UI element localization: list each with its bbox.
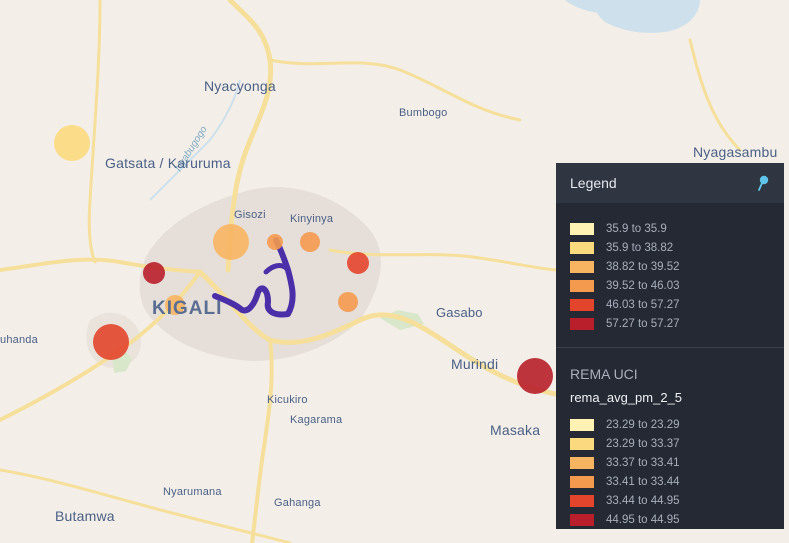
legend-item: 33.44 to 44.95	[570, 491, 770, 510]
data-point-circle[interactable]	[93, 324, 129, 360]
place-label-butamwa: Butamwa	[55, 508, 115, 524]
data-point-circle[interactable]	[300, 232, 320, 252]
road	[268, 58, 522, 122]
legend-field-name: rema_avg_pm_2_5	[570, 390, 683, 405]
place-label-kinyinya: Kinyinya	[290, 213, 334, 225]
legend-swatch	[570, 456, 594, 469]
legend-item-label: 23.29 to 33.37	[606, 437, 680, 450]
place-label-masaka: Masaka	[490, 422, 541, 438]
legend-item: 33.41 to 33.44	[570, 472, 770, 491]
place-label-kigali: KIGALI	[152, 298, 223, 319]
data-point-circle[interactable]	[267, 234, 283, 250]
urban-area	[139, 186, 381, 361]
place-label-kicukiro: Kicukiro	[267, 394, 308, 406]
place-label-ruhanda: uhanda	[0, 334, 38, 346]
legend-title: Legend	[570, 175, 617, 191]
river	[149, 79, 241, 201]
road	[87, 0, 102, 264]
measurement-track	[263, 263, 291, 275]
legend-item: 39.52 to 46.03	[570, 276, 770, 295]
legend-item-label: 44.95 to 44.95	[606, 513, 680, 526]
place-label-gisozi: Gisozi	[234, 209, 266, 221]
legend-item-label: 39.52 to 46.03	[606, 279, 680, 292]
legend-swatch	[570, 260, 594, 273]
legend-item-label: 33.44 to 44.95	[606, 494, 680, 507]
place-label-nyacyonga: Nyacyonga	[204, 78, 276, 94]
legend-header: Legend	[556, 163, 784, 203]
road	[250, 338, 274, 543]
legend-item-label: 38.82 to 39.52	[606, 260, 680, 273]
road	[688, 38, 742, 152]
legend-item: 46.03 to 57.27	[570, 295, 770, 314]
data-point-circle[interactable]	[143, 262, 165, 284]
legend-panel: Legend 35.9 to 35.9 35.9 to 38.82 38.82 to…	[556, 163, 784, 529]
road	[225, 0, 274, 273]
place-label-kagarama: Kagarama	[290, 414, 343, 426]
data-point-circle[interactable]	[347, 252, 369, 274]
place-label-bumbogo: Bumbogo	[399, 107, 448, 119]
data-point-circle[interactable]	[165, 295, 185, 315]
data-point-circle[interactable]	[338, 292, 358, 312]
legend-item: 44.95 to 44.95	[570, 510, 770, 529]
legend-swatch	[570, 317, 594, 330]
legend-divider	[556, 347, 784, 348]
data-point-circle[interactable]	[54, 125, 90, 161]
place-label-gahanga: Gahanga	[274, 497, 321, 509]
place-label-nyagasambu: Nyagasambu	[693, 144, 778, 160]
pin-icon[interactable]	[756, 175, 770, 191]
place-label-gasabo: Gasabo	[436, 305, 483, 320]
legend-swatch	[570, 418, 594, 431]
legend-swatch	[570, 279, 594, 292]
data-point-circle[interactable]	[517, 358, 553, 394]
legend-section-2: REMA UCI rema_avg_pm_2_5 23.29 to 23.29 2…	[556, 348, 784, 529]
legend-item: 33.37 to 33.41	[570, 453, 770, 472]
legend-swatch	[570, 241, 594, 254]
legend-item: 35.9 to 35.9	[570, 219, 770, 238]
lake-shape	[590, 0, 700, 33]
legend-item-label: 57.27 to 57.27	[606, 317, 680, 330]
data-point-circle[interactable]	[213, 224, 249, 260]
legend-item: 38.82 to 39.52	[570, 257, 770, 276]
place-label-murindi: Murindi	[451, 356, 499, 372]
legend-item-label: 46.03 to 57.27	[606, 298, 680, 311]
road	[0, 257, 202, 274]
legend-swatch	[570, 475, 594, 488]
legend-item: 57.27 to 57.27	[570, 314, 770, 333]
legend-item-label: 33.37 to 33.41	[606, 456, 680, 469]
place-label-gatsata: Gatsata / Karuruma	[105, 155, 231, 171]
legend-layer-name: REMA UCI	[570, 366, 638, 382]
legend-item-label: 33.41 to 33.44	[606, 475, 680, 488]
legend-item: 23.29 to 33.37	[570, 434, 770, 453]
road	[197, 269, 563, 398]
legend-item: 23.29 to 23.29	[570, 415, 770, 434]
road	[0, 468, 292, 543]
legend-item-label: 23.29 to 23.29	[606, 418, 680, 431]
legend-item-label: 35.9 to 35.9	[606, 222, 667, 235]
legend-swatch	[570, 298, 594, 311]
legend-section-1: 35.9 to 35.9 35.9 to 38.82 38.82 to 39.52 3…	[556, 203, 784, 347]
legend-swatch	[570, 222, 594, 235]
legend-item-label: 35.9 to 38.82	[606, 241, 674, 254]
legend-item: 35.9 to 38.82	[570, 238, 770, 257]
legend-swatch	[570, 437, 594, 450]
road	[328, 248, 562, 272]
legend-swatch	[570, 494, 594, 507]
place-label-nyarumana: Nyarumana	[163, 486, 222, 498]
legend-swatch	[570, 513, 594, 526]
